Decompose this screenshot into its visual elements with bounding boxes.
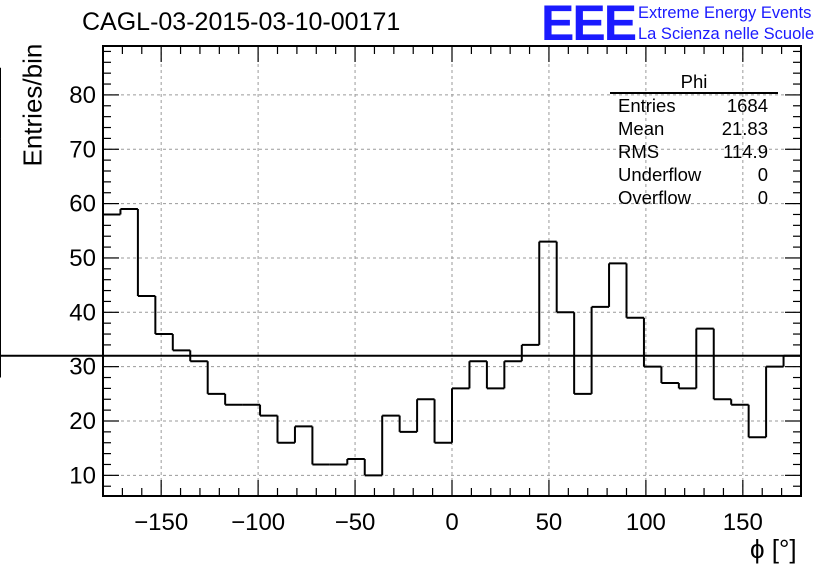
logo-caption-line2: La Scienza nelle Scuole xyxy=(638,25,815,43)
stats-key: RMS xyxy=(618,141,660,162)
stats-row-rms: RMS 114.9 xyxy=(610,140,778,163)
y-tick-label: 20 xyxy=(69,408,96,435)
stats-box: Phi Entries 1684 Mean 21.83 RMS 114.9 Un… xyxy=(610,72,778,209)
y-tick-label: 80 xyxy=(69,82,96,109)
stats-title: Phi xyxy=(610,72,778,94)
stats-value: 1684 xyxy=(726,95,768,116)
chart-title: CAGL-03-2015-03-10-00171 xyxy=(82,8,401,36)
x-tick-label: −50 xyxy=(335,509,376,536)
stats-key: Overflow xyxy=(618,187,691,208)
logo-caption: Extreme Energy Events La Scienza nelle S… xyxy=(638,3,814,45)
logo-caption-line1: Extreme Energy Events xyxy=(638,4,812,22)
y-tick-label: 50 xyxy=(69,245,96,272)
x-tick-label: 0 xyxy=(445,509,458,536)
y-axis-label: Entries/bin xyxy=(17,43,48,167)
x-axis-label: ϕ [°] xyxy=(750,534,797,564)
x-tick-label: 50 xyxy=(536,509,563,536)
stats-value: 0 xyxy=(757,187,768,208)
y-tick-label: 70 xyxy=(69,136,96,163)
stats-key: Underflow xyxy=(618,164,702,185)
y-tick-label: 30 xyxy=(69,354,96,381)
x-tick-label: −100 xyxy=(231,509,285,536)
stats-value: 21.83 xyxy=(721,118,768,139)
y-tick-label: 10 xyxy=(69,462,96,489)
eee-logo: EEE xyxy=(541,0,637,51)
stats-row-overflow: Overflow 0 xyxy=(610,186,778,209)
stats-row-underflow: Underflow 0 xyxy=(610,163,778,186)
stats-key: Mean xyxy=(618,118,665,139)
y-tick-label: 60 xyxy=(69,191,96,218)
stats-value: 0 xyxy=(757,164,768,185)
stats-value: 114.9 xyxy=(723,141,768,162)
x-tick-label: −150 xyxy=(134,509,188,536)
stats-key: Entries xyxy=(618,95,676,116)
stats-row-mean: Mean 21.83 xyxy=(610,117,778,140)
stats-row-entries: Entries 1684 xyxy=(610,94,778,117)
y-tick-label: 40 xyxy=(69,299,96,326)
x-tick-label: 150 xyxy=(723,509,763,536)
x-tick-label: 100 xyxy=(626,509,666,536)
